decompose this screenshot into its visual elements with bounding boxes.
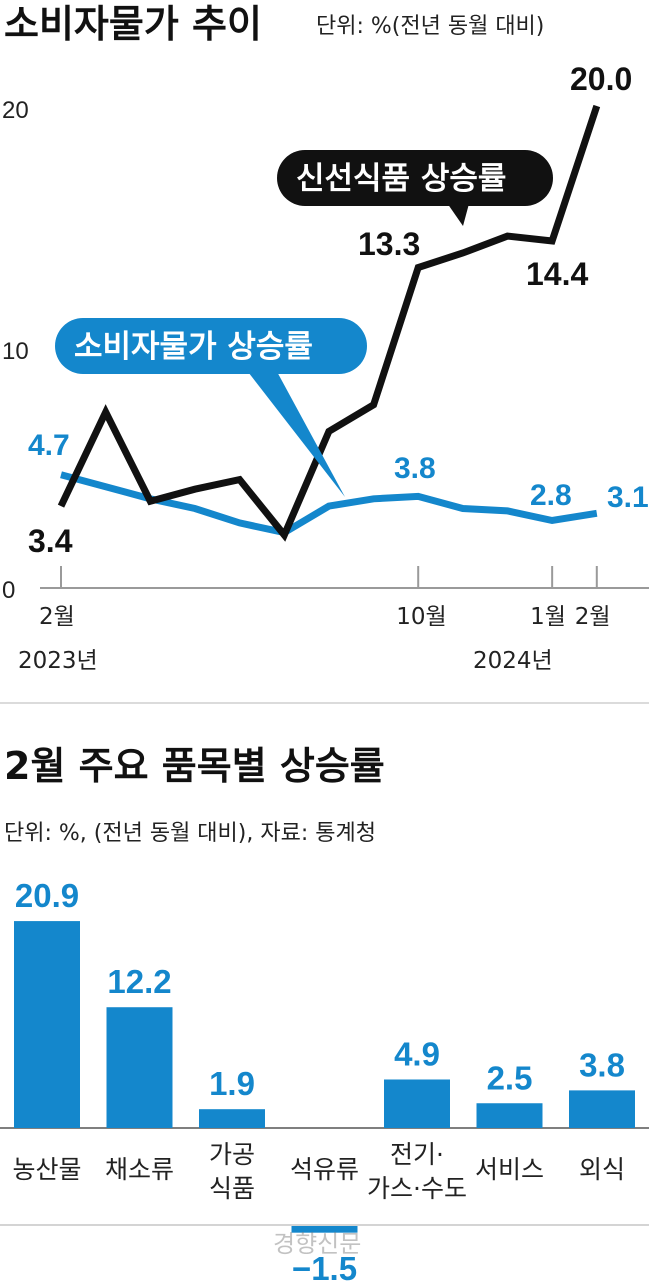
fresh-food-data-label: 20.0	[570, 61, 632, 97]
bar	[14, 921, 80, 1128]
bar-value-label: 4.9	[394, 1035, 440, 1072]
x-tick-year: 2023년	[18, 648, 98, 674]
fresh-food-data-label: 13.3	[358, 226, 420, 262]
bar-category-label: 식품	[209, 1174, 255, 1203]
cpi-data-label: 3.8	[394, 452, 436, 485]
legend-label-cpi: 소비자물가 상승률	[74, 329, 313, 365]
bar-value-label: 2.5	[487, 1059, 533, 1096]
x-tick-year: 2024년	[473, 648, 553, 674]
legend-bubble-cpi-pointer	[245, 368, 345, 497]
x-tick-month: 2월	[39, 604, 75, 630]
bar-value-label: 1.9	[209, 1065, 255, 1102]
bar	[384, 1079, 450, 1128]
bar	[199, 1109, 265, 1128]
bar	[291, 1226, 358, 1233]
bar-value-label: 20.9	[15, 877, 79, 914]
bar	[476, 1103, 543, 1128]
x-tick-month: 10월	[396, 604, 446, 630]
y-tick-label: 0	[2, 577, 15, 604]
x-tick-month: 1월	[530, 604, 566, 630]
bar-category-label: 가공	[209, 1140, 255, 1169]
fresh-food-data-label: 14.4	[526, 256, 588, 292]
legend-label-fresh-food: 신선식품 상승률	[296, 161, 506, 197]
bar-category-label: 전기·	[390, 1140, 444, 1169]
line-chart-unit: 단위: %(전년 동월 대비)	[316, 14, 544, 39]
bar-category-label: 서비스	[475, 1155, 544, 1184]
bar-value-label: 12.2	[107, 963, 171, 1000]
y-tick-label: 10	[2, 338, 29, 365]
line-chart-series	[57, 104, 601, 542]
legend-bubble-fresh-food	[277, 150, 553, 206]
bar	[569, 1090, 635, 1128]
bar-chart-title: 2월 주요 품목별 상승률	[4, 744, 385, 788]
legend-bubble-fresh-food-pointer	[445, 200, 470, 226]
line-chart-data-labels: 3.4 13.3 14.4 20.0 4.7 3.8 2.8 3.1	[28, 61, 649, 559]
fresh-food-data-label: 3.4	[28, 523, 73, 559]
bar-category-label: 채소류	[105, 1155, 174, 1184]
bar-chart-unit: 단위: %, (전년 동월 대비), 자료: 통계청	[4, 821, 376, 846]
line-chart-axes: 0 10 20 2월 2023년 10월 1월 2024년 2월	[2, 97, 649, 674]
bar-value-label: 3.8	[579, 1046, 625, 1083]
legend-bubble-cpi	[55, 318, 367, 374]
bar	[106, 1007, 173, 1128]
line-chart-title: 소비자물가 추이	[4, 2, 262, 46]
x-tick-month: 2월	[575, 604, 611, 630]
bar-category-label: 외식	[579, 1155, 625, 1184]
cpi-data-label: 4.7	[28, 429, 70, 462]
y-tick-label: 20	[2, 97, 29, 124]
cpi-data-label: 3.1	[607, 481, 649, 514]
bar-value-label: −1.5	[292, 1250, 357, 1283]
bar-category-label: 석유류	[290, 1155, 359, 1184]
watermark: 경향신문	[273, 1230, 361, 1258]
bar-category-label: 가스·수도	[367, 1174, 467, 1203]
cpi-data-label: 2.8	[530, 479, 572, 512]
bar-category-label: 농산물	[12, 1155, 81, 1184]
